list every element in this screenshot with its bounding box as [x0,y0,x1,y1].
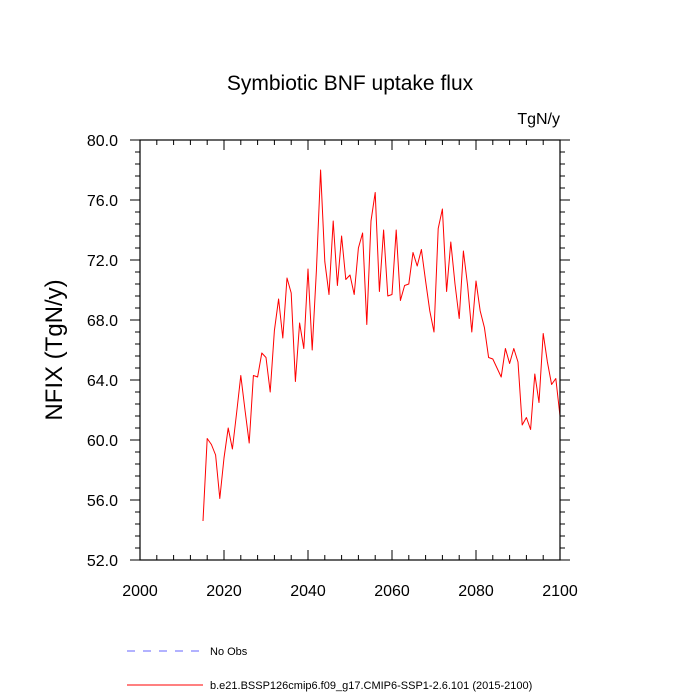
x-tick-label: 2020 [206,583,242,600]
units-label: TgN/y [517,111,560,128]
x-tick-label: 2080 [458,583,494,600]
x-tick-label: 2100 [542,583,578,600]
y-tick-label: 76.0 [87,193,118,210]
axis-ticks [130,139,570,561]
y-tick-label: 52.0 [87,553,118,570]
x-tick-label: 2040 [290,583,326,600]
legend-label: b.e21.BSSP126cmip6.f09_g17.CMIP6-SSP1-2.… [210,680,532,692]
x-tick-label: 2000 [122,583,158,600]
chart-title: Symbiotic BNF uptake flux [227,72,474,95]
legend: No Obs b.e21.BSSP126cmip6.f09_g17.CMIP6-S… [127,646,532,692]
x-tick-label: 2060 [374,583,410,600]
legend-label: No Obs [210,646,248,658]
tick-labels: 52.0 56.0 60.0 64.0 68.0 72.0 76.0 80.0 2000 2020… [87,133,578,600]
y-axis-label: NFIX (TgN/y) [41,279,68,420]
y-tick-label: 72.0 [87,253,118,270]
plot-series [202,169,561,522]
y-tick-label: 60.0 [87,433,118,450]
y-tick-label: 68.0 [87,313,118,330]
y-tick-label: 56.0 [87,493,118,510]
y-tick-label: 64.0 [87,373,118,390]
series-line [202,169,561,522]
plot-frame [139,139,561,561]
y-tick-label: 80.0 [87,133,118,150]
